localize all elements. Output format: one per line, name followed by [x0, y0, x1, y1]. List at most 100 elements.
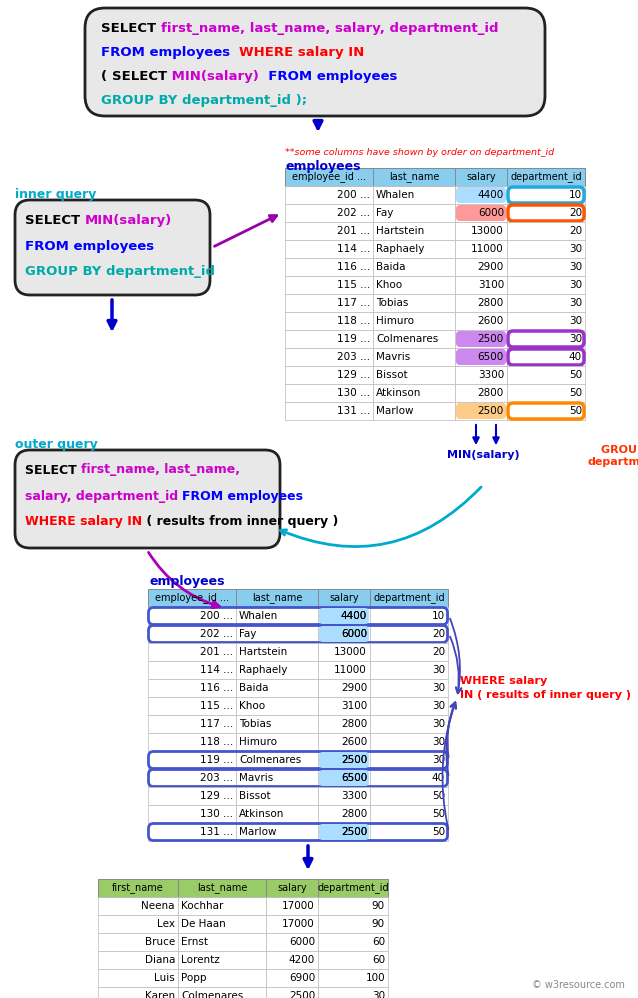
Text: last_name: last_name: [389, 172, 439, 183]
Bar: [285, 240, 373, 258]
Text: Ernst: Ernst: [181, 937, 208, 947]
Text: 117 ...: 117 ...: [337, 298, 370, 308]
Text: first_name, last_name,: first_name, last_name,: [81, 463, 240, 476]
Text: 2500: 2500: [341, 827, 367, 837]
Bar: [98, 969, 178, 987]
Text: 2800: 2800: [341, 809, 367, 819]
Bar: [373, 294, 455, 312]
Bar: [455, 312, 507, 330]
Text: 129 ...: 129 ...: [200, 791, 233, 801]
Text: De Haan: De Haan: [181, 919, 226, 929]
Bar: [318, 625, 370, 643]
Text: 131 ...: 131 ...: [337, 406, 370, 416]
Bar: [318, 897, 388, 915]
Text: Whalen: Whalen: [376, 190, 415, 200]
Text: 202 ...: 202 ...: [200, 629, 233, 639]
Text: Himuro: Himuro: [376, 316, 414, 326]
FancyBboxPatch shape: [456, 187, 506, 203]
Bar: [507, 330, 585, 348]
FancyBboxPatch shape: [15, 200, 210, 295]
Bar: [285, 294, 373, 312]
Text: employees: employees: [150, 575, 225, 588]
Text: 3100: 3100: [341, 701, 367, 711]
Bar: [318, 987, 388, 998]
Bar: [455, 330, 507, 348]
Text: 60: 60: [372, 937, 385, 947]
Text: 90: 90: [372, 919, 385, 929]
Text: Marlow: Marlow: [376, 406, 413, 416]
FancyBboxPatch shape: [15, 450, 280, 548]
Text: 40: 40: [569, 352, 582, 362]
Text: MIN(salary): MIN(salary): [85, 214, 172, 227]
Bar: [285, 366, 373, 384]
Text: 11000: 11000: [471, 244, 504, 254]
Bar: [318, 643, 370, 661]
Bar: [178, 969, 266, 987]
Text: 30: 30: [432, 683, 445, 693]
Text: MIN(salary): MIN(salary): [167, 70, 259, 83]
Text: 2500: 2500: [478, 334, 504, 344]
Text: 118 ...: 118 ...: [200, 737, 233, 747]
Text: 201 ...: 201 ...: [200, 647, 233, 657]
Text: SELECT: SELECT: [25, 463, 81, 476]
Bar: [318, 589, 370, 607]
Text: 4200: 4200: [289, 955, 315, 965]
Text: 40: 40: [432, 773, 445, 783]
Bar: [236, 751, 318, 769]
Text: Marlow: Marlow: [239, 827, 276, 837]
Text: 6000: 6000: [341, 629, 367, 639]
Text: 13000: 13000: [471, 226, 504, 236]
Text: Atkinson: Atkinson: [376, 388, 421, 398]
Text: Tobias: Tobias: [376, 298, 408, 308]
Text: 13000: 13000: [334, 647, 367, 657]
Bar: [373, 168, 455, 186]
Text: 50: 50: [569, 406, 582, 416]
Text: Diana: Diana: [145, 955, 175, 965]
Bar: [318, 607, 370, 625]
Text: 20: 20: [569, 208, 582, 218]
Bar: [370, 733, 448, 751]
Text: 60: 60: [372, 955, 385, 965]
Text: 129 ...: 129 ...: [337, 370, 370, 380]
Bar: [507, 168, 585, 186]
Bar: [318, 823, 370, 841]
Text: GROUP BY department_id );: GROUP BY department_id );: [101, 94, 307, 107]
Bar: [455, 384, 507, 402]
Text: 203 ...: 203 ...: [200, 773, 233, 783]
Bar: [236, 607, 318, 625]
Bar: [148, 769, 236, 787]
Bar: [318, 715, 370, 733]
Bar: [98, 933, 178, 951]
Bar: [178, 987, 266, 998]
Text: 3100: 3100: [478, 280, 504, 290]
Text: 20: 20: [569, 226, 582, 236]
Bar: [318, 769, 370, 787]
Text: 10: 10: [432, 611, 445, 621]
Bar: [455, 240, 507, 258]
Bar: [148, 787, 236, 805]
Bar: [266, 915, 318, 933]
Text: 6500: 6500: [478, 352, 504, 362]
Bar: [370, 625, 448, 643]
Bar: [236, 589, 318, 607]
FancyBboxPatch shape: [319, 824, 369, 840]
Bar: [98, 879, 178, 897]
Text: 115 ...: 115 ...: [337, 280, 370, 290]
Text: 17000: 17000: [282, 919, 315, 929]
Bar: [370, 697, 448, 715]
Bar: [455, 366, 507, 384]
Text: Baida: Baida: [239, 683, 269, 693]
Text: Karen: Karen: [145, 991, 175, 998]
Bar: [455, 294, 507, 312]
Bar: [455, 258, 507, 276]
Bar: [370, 751, 448, 769]
Text: 2800: 2800: [478, 388, 504, 398]
Text: FROM employees: FROM employees: [101, 46, 239, 59]
Bar: [318, 787, 370, 805]
Bar: [370, 679, 448, 697]
Text: Whalen: Whalen: [239, 611, 278, 621]
Bar: [370, 661, 448, 679]
Text: 30: 30: [432, 755, 445, 765]
Bar: [373, 204, 455, 222]
Text: (: (: [101, 70, 112, 83]
